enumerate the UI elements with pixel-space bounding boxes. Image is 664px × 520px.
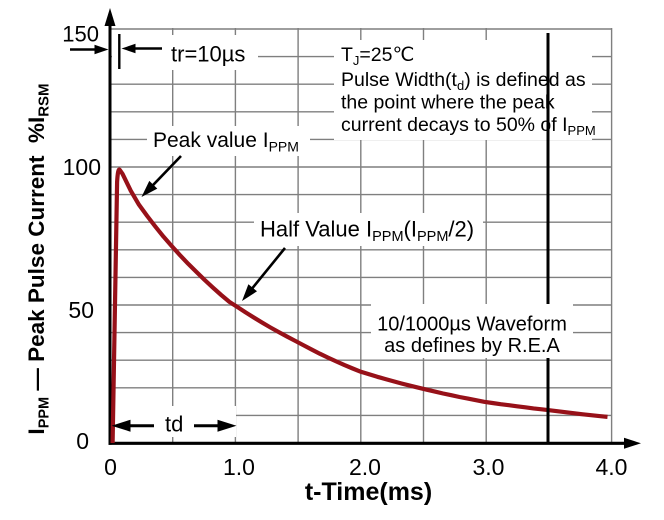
svg-text:0: 0: [76, 428, 89, 454]
svg-text:1.0: 1.0: [223, 454, 255, 480]
svg-text:3.0: 3.0: [473, 454, 505, 480]
svg-text:tr=10µs: tr=10µs: [171, 42, 245, 67]
svg-text:150: 150: [62, 22, 99, 47]
svg-text:Pulse Width(td) is defined as: Pulse Width(td) is defined as: [341, 69, 586, 93]
svg-text:the point where the peak: the point where the peak: [341, 92, 555, 114]
svg-text:TJ=25℃: TJ=25℃: [341, 44, 414, 68]
svg-text:4.0: 4.0: [596, 454, 628, 480]
svg-text:as defines by R.E.A: as defines by R.E.A: [384, 335, 560, 357]
svg-text:Half Value IPPM(IPPM/2): Half Value IPPM(IPPM/2): [260, 217, 474, 246]
svg-text:50: 50: [68, 297, 94, 323]
svg-text:0: 0: [104, 454, 117, 480]
svg-text:td: td: [165, 412, 183, 437]
svg-text:100: 100: [63, 154, 101, 180]
svg-text:current decays to 50% of IPPM: current decays to 50% of IPPM: [341, 114, 596, 138]
svg-text:IPPM — Peak Pulse Current %IR: IPPM — Peak Pulse Current %IRSM: [24, 83, 53, 434]
svg-text:2.0: 2.0: [349, 454, 381, 480]
svg-text:10/1000µs Waveform: 10/1000µs Waveform: [377, 314, 567, 336]
svg-text:t-Time(ms): t-Time(ms): [305, 478, 432, 506]
